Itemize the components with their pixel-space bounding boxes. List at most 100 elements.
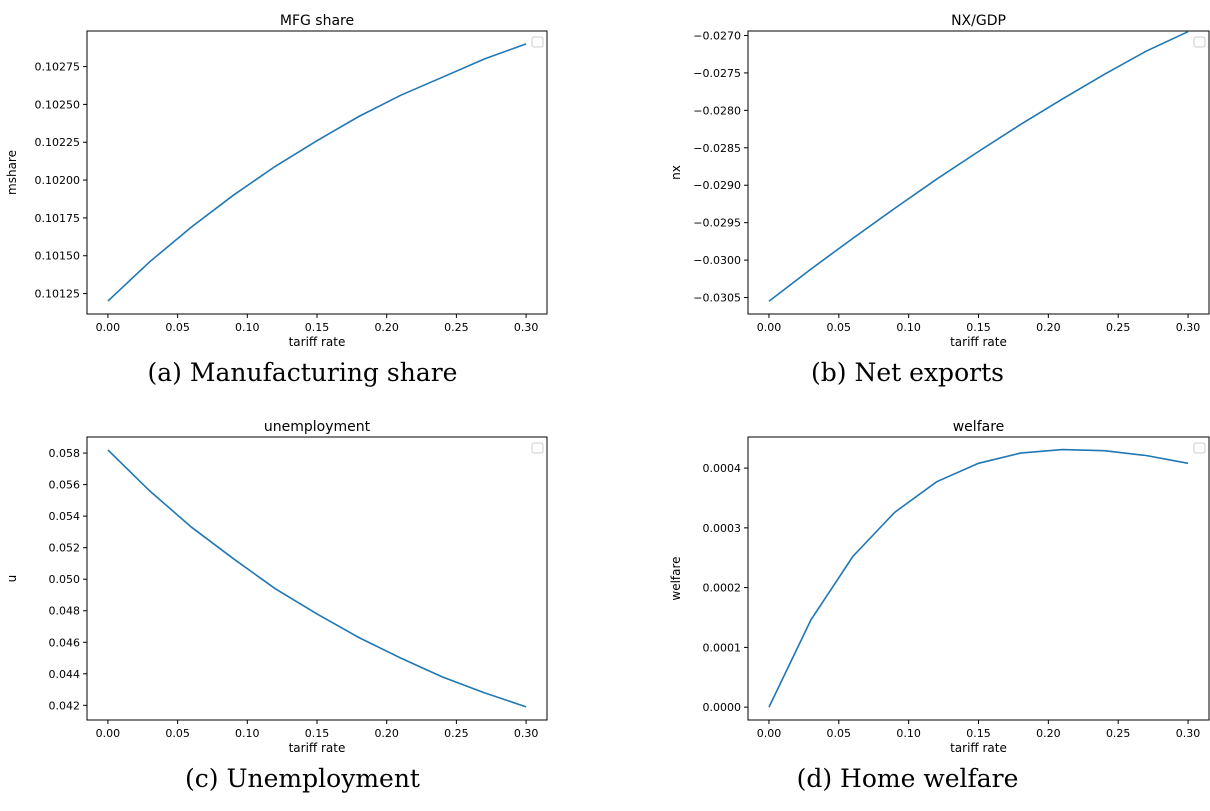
data-point: [1020, 124, 1022, 126]
y-tick-label: 0.0000: [703, 701, 742, 714]
data-point: [316, 140, 318, 142]
x-tick-label: 0.25: [1106, 321, 1131, 334]
legend-box: [531, 442, 544, 454]
data-point: [1020, 452, 1022, 454]
y-tick-label: 0.050: [49, 573, 81, 586]
data-point: [107, 449, 109, 451]
axes-frame: [86, 30, 548, 315]
data-point: [810, 619, 812, 621]
y-tick-label: 0.0003: [703, 522, 742, 535]
y-tick-label: 0.10250: [35, 98, 81, 111]
chart-svg: 0.00 0.05 0.10 0.15 0.20 0.25 0.30 0.042 0.044 0.…: [5, 419, 548, 755]
x-tick-label: 0.25: [1106, 727, 1131, 740]
y-tick-label: −0.0300: [693, 254, 741, 267]
data-point: [107, 300, 109, 302]
data-point: [1062, 98, 1064, 100]
y-tick-label: −0.0285: [693, 142, 741, 155]
axes-frame: [86, 436, 548, 721]
figure-caption: (b) Net exports: [811, 358, 1004, 387]
chart-panel-mfg-share: 0.00 0.05 0.10 0.15 0.20 0.25 0.30 0.10125 0.101…: [0, 0, 605, 405]
data-point: [525, 43, 527, 45]
x-tick-label: 0.30: [514, 321, 539, 334]
y-tick-label: 0.0002: [703, 582, 742, 595]
data-point: [525, 706, 527, 708]
data-point: [1103, 450, 1105, 452]
data-point: [191, 226, 193, 228]
x-tick-label: 0.10: [235, 727, 260, 740]
legend-box: [1193, 36, 1206, 48]
data-point: [1062, 449, 1064, 451]
x-tick-label: 0.10: [235, 321, 260, 334]
x-tick-label: 0.15: [966, 727, 991, 740]
series-line: [768, 448, 1189, 708]
data-point: [936, 481, 938, 483]
x-tick-label: 0.00: [96, 727, 121, 740]
figure-caption: (a) Manufacturing share: [147, 358, 458, 387]
chart-title: MFG share: [280, 13, 354, 29]
series-line: [107, 43, 527, 302]
data-point: [233, 558, 235, 560]
data-point: [1187, 31, 1189, 33]
data-point: [1145, 455, 1147, 457]
figure-caption: (d) Home welfare: [796, 764, 1019, 793]
y-tick-label: 0.10125: [35, 288, 81, 301]
x-axis-label: tariff rate: [289, 335, 346, 349]
x-tick-label: 0.00: [96, 321, 121, 334]
x-tick-label: 0.05: [827, 727, 852, 740]
x-tick-label: 0.30: [1176, 727, 1201, 740]
x-tick-label: 0.15: [305, 727, 330, 740]
x-tick-label: 0.25: [444, 727, 469, 740]
y-tick-label: 0.048: [49, 605, 81, 618]
x-tick-label: 0.20: [374, 321, 399, 334]
chart-title: welfare: [953, 419, 1005, 435]
data-point: [316, 613, 318, 615]
y-tick-label: −0.0295: [693, 217, 741, 230]
x-tick-label: 0.05: [165, 727, 190, 740]
y-tick-label: 0.0004: [703, 462, 742, 475]
y-axis-label: nx: [669, 165, 683, 180]
data-point: [442, 676, 444, 678]
x-tick-label: 0.00: [757, 321, 782, 334]
y-axis-label: welfare: [669, 556, 683, 600]
y-tick-label: −0.0305: [693, 292, 741, 305]
series-line: [768, 30, 1189, 302]
chart-panel-unemployment: 0.00 0.05 0.10 0.15 0.20 0.25 0.30 0.042 0.044 0.…: [0, 406, 605, 811]
series-line: [107, 449, 527, 708]
figure-caption: (c) Unemployment: [185, 764, 420, 793]
x-axis-label: tariff rate: [950, 335, 1007, 349]
data-point: [894, 512, 896, 514]
y-tick-label: −0.0275: [693, 67, 741, 80]
y-tick-label: 0.10275: [35, 61, 81, 74]
x-tick-label: 0.30: [514, 727, 539, 740]
x-axis-label: tariff rate: [950, 741, 1007, 755]
y-tick-label: 0.10175: [35, 212, 81, 225]
data-point: [978, 151, 980, 153]
x-tick-label: 0.10: [896, 321, 921, 334]
axes-frame: [747, 30, 1210, 315]
x-tick-label: 0.05: [165, 321, 190, 334]
data-point: [149, 490, 151, 492]
y-tick-label: 0.10225: [35, 136, 81, 149]
data-point: [1145, 50, 1147, 52]
y-tick-label: 0.052: [49, 542, 81, 555]
y-axis-label: u: [5, 575, 19, 583]
data-point: [1103, 74, 1105, 76]
data-point: [274, 588, 276, 590]
chart-title: unemployment: [264, 419, 371, 435]
data-point: [768, 706, 770, 708]
x-tick-label: 0.00: [757, 727, 782, 740]
y-tick-label: −0.0280: [693, 104, 741, 117]
data-point: [978, 462, 980, 464]
y-tick-label: 0.058: [49, 447, 81, 460]
data-point: [274, 166, 276, 168]
x-tick-label: 0.15: [966, 321, 991, 334]
data-point: [358, 116, 360, 118]
data-point: [768, 300, 770, 302]
data-point: [810, 268, 812, 270]
y-tick-label: 0.046: [49, 636, 81, 649]
x-tick-label: 0.15: [305, 321, 330, 334]
y-tick-label: 0.0001: [703, 641, 742, 654]
x-tick-label: 0.10: [896, 727, 921, 740]
data-point: [149, 261, 151, 263]
chart-panel-welfare: 0.00 0.05 0.10 0.15 0.20 0.25 0.30 0.0000 0.0001…: [605, 406, 1210, 811]
